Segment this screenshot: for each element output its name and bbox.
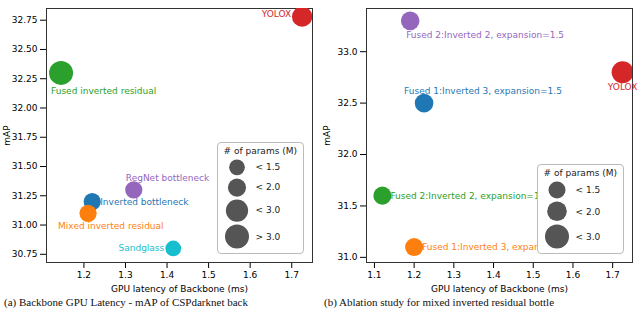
html-text:(a) Backbone GPU Latency - mAP: (a) Backbone GPU Latency - mAP of CSPdar… [4, 296, 248, 308]
svg-text:31.25: 31.25 [12, 191, 38, 201]
svg-text:33.0: 33.0 [337, 47, 357, 57]
svg-text:31.00: 31.00 [12, 220, 38, 230]
svg-text:1.7: 1.7 [285, 270, 299, 280]
html-text:< 1.5: < 1.5 [575, 185, 601, 196]
svg-text:Fused inverted residual: Fused inverted residual [51, 86, 156, 96]
svg-text:1.4: 1.4 [486, 270, 501, 280]
svg-text:Fused 1:Inverted 3, expansion=: Fused 1:Inverted 3, expansion=1.5 [404, 86, 562, 96]
html-text:< 3.0: < 3.0 [255, 205, 281, 216]
html-text:< 1.5: < 1.5 [255, 162, 281, 173]
svg-text:YOLOX: YOLOX [607, 82, 637, 92]
svg-text:31.5: 31.5 [337, 201, 357, 211]
svg-text:GPU latency of Backbone (ms): GPU latency of Backbone (ms) [431, 284, 568, 294]
svg-text:1.6: 1.6 [566, 270, 581, 280]
svg-text:Fused 2:Inverted 2, expansion=: Fused 2:Inverted 2, expansion=1.5 [406, 30, 564, 40]
svg-text:1.2: 1.2 [407, 270, 421, 280]
html-text:# of params (M): # of params (M) [543, 168, 617, 179]
svg-text:32.5: 32.5 [337, 98, 357, 108]
svg-text:1.6: 1.6 [243, 270, 258, 280]
svg-text:1.7: 1.7 [605, 270, 619, 280]
svg-text:1.3: 1.3 [118, 270, 132, 280]
svg-text:32.75: 32.75 [12, 15, 38, 25]
svg-text:1.1: 1.1 [367, 270, 381, 280]
svg-text:32.00: 32.00 [12, 103, 38, 113]
svg-text:Fused 1:Inverted 3, expansion=: Fused 1:Inverted 3, expansion=1 [422, 242, 572, 252]
svg-text:32.50: 32.50 [12, 44, 38, 54]
html-text:# of params (M): # of params (M) [223, 145, 297, 156]
html-text:(b) Ablation study for mixed i: (b) Ablation study for mixed inverted re… [324, 296, 554, 308]
svg-text:Mixed inverted residual: Mixed inverted residual [58, 221, 164, 231]
svg-text:1.3: 1.3 [447, 270, 461, 280]
svg-text:31.75: 31.75 [12, 132, 38, 142]
html-text:> 3.0: > 3.0 [255, 231, 281, 242]
svg-text:Inverted bottleneck: Inverted bottleneck [100, 197, 189, 207]
svg-text:1.4: 1.4 [160, 270, 175, 280]
svg-text:32.25: 32.25 [12, 74, 38, 84]
svg-text:30.75: 30.75 [12, 249, 38, 259]
html-text:< 2.0: < 2.0 [255, 182, 281, 193]
svg-text:GPU latency of Backbone (ms): GPU latency of Backbone (ms) [111, 284, 248, 294]
html-text:< 3.0: < 3.0 [575, 231, 601, 242]
svg-text:mAP: mAP [322, 125, 332, 146]
svg-text:RegNet bottleneck: RegNet bottleneck [126, 173, 210, 183]
svg-text:YOLOX: YOLOX [261, 9, 291, 19]
svg-text:1.5: 1.5 [526, 270, 540, 280]
svg-text:Sandglass: Sandglass [119, 243, 165, 253]
svg-text:mAP: mAP [2, 125, 12, 146]
svg-text:1.5: 1.5 [201, 270, 215, 280]
html-text:< 2.0: < 2.0 [575, 206, 601, 217]
svg-text:1.2: 1.2 [77, 270, 91, 280]
svg-text:32.0: 32.0 [337, 149, 357, 159]
svg-text:31.50: 31.50 [12, 161, 38, 171]
svg-text:Fused 2:Inverted 2, expansion=: Fused 2:Inverted 2, expansion=1 [390, 191, 539, 201]
svg-text:31.0: 31.0 [337, 252, 357, 262]
